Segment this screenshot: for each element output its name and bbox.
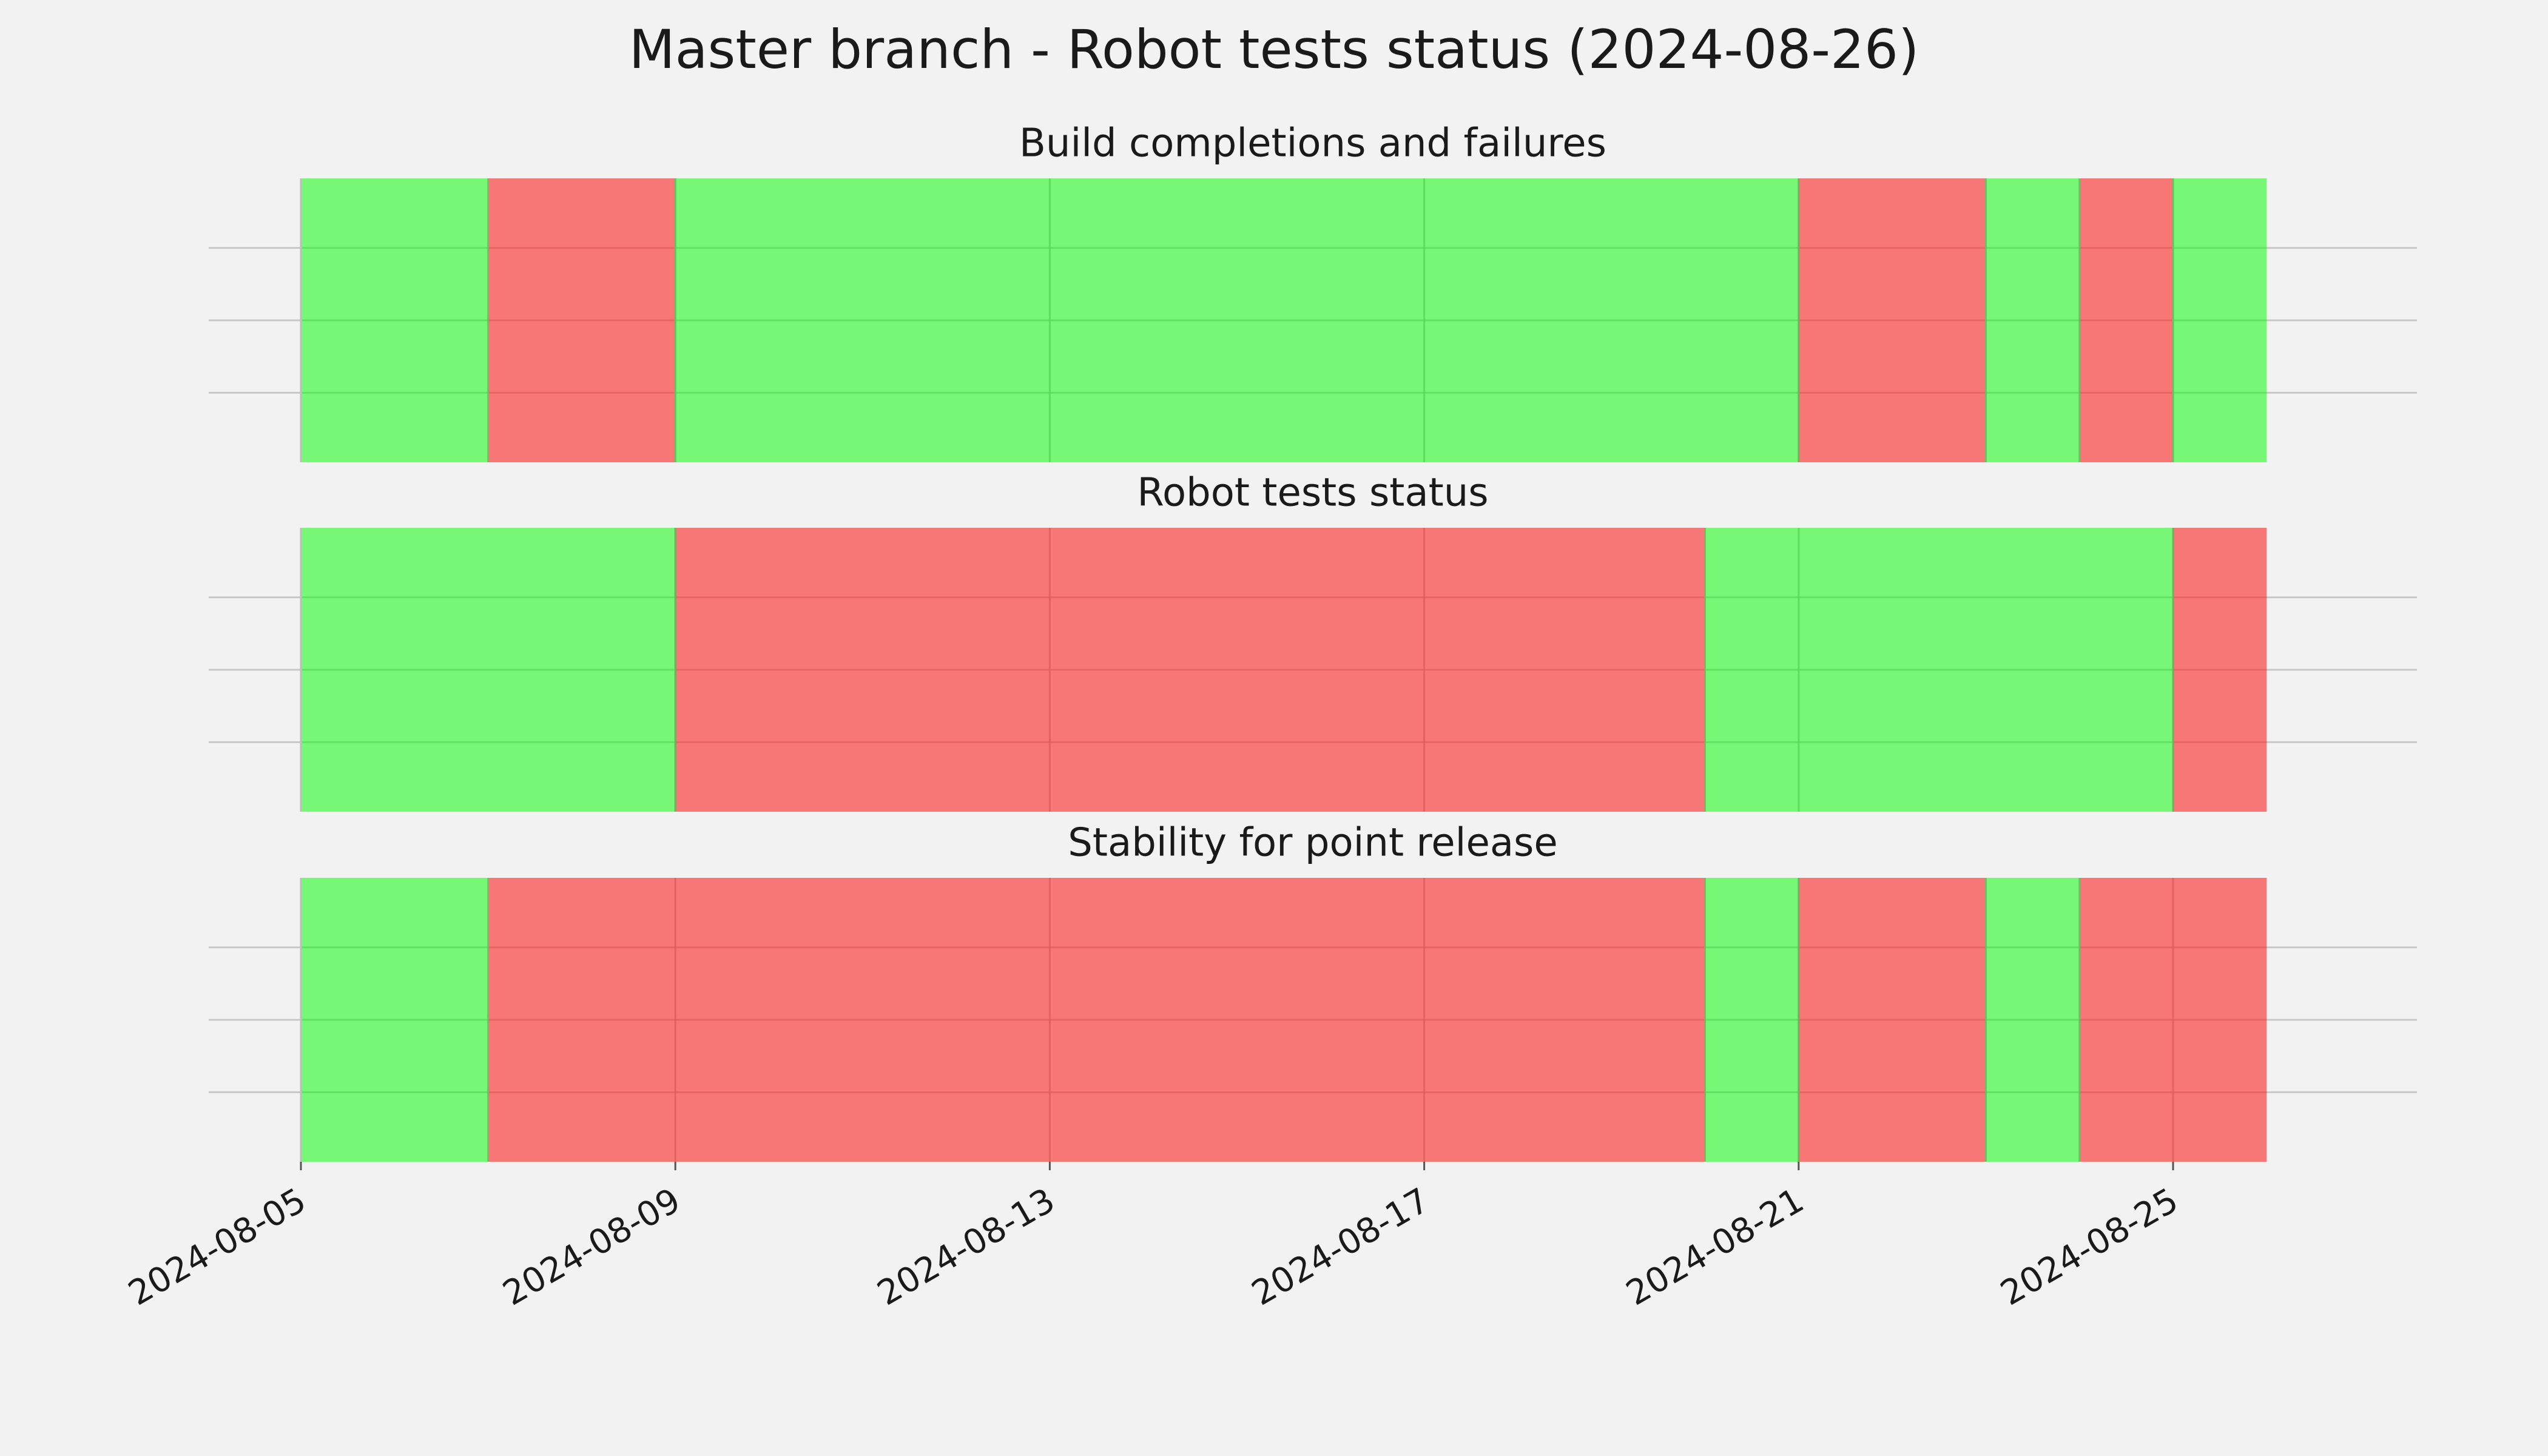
panel-3: Stability for point release <box>209 821 2417 1162</box>
panel-1: Build completions and failures <box>209 121 2417 462</box>
panel-title: Stability for point release <box>1068 821 1558 866</box>
panel-title: Build completions and failures <box>1019 121 1606 166</box>
panels: Build completions and failures Robot test… <box>209 121 2417 1162</box>
panel-title: Robot tests status <box>1137 471 1488 516</box>
chart-title: Master branch - Robot tests status (2024… <box>629 18 1919 81</box>
panel-2: Robot tests status <box>209 471 2417 812</box>
